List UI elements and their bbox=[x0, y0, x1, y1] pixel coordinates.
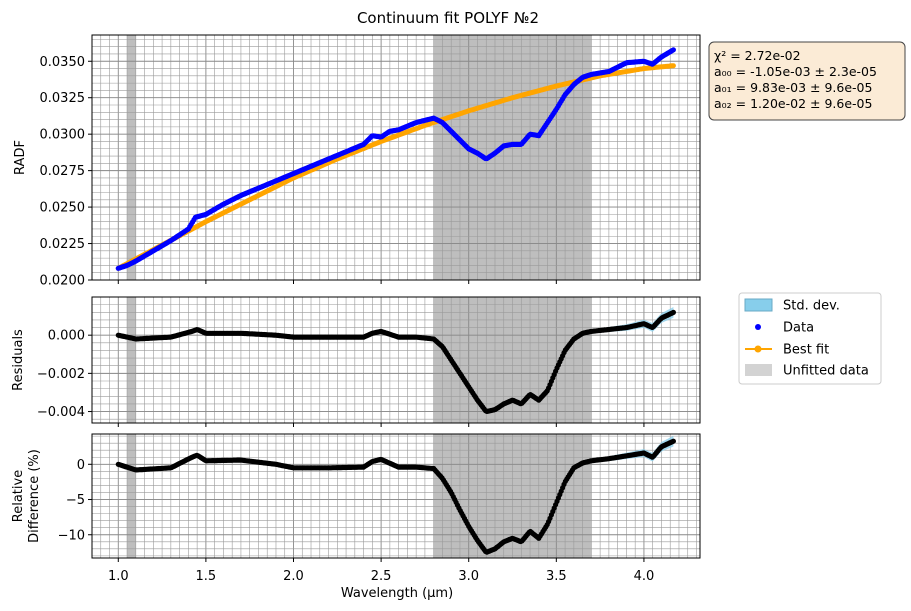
legend-label: Std. dev. bbox=[783, 299, 840, 314]
x-tick-label: 1.0 bbox=[108, 569, 129, 584]
data-point bbox=[670, 47, 677, 53]
x-tick-label: 1.5 bbox=[196, 569, 217, 584]
panel-radf: 0.0200 0.0225 0.0250 0.0275 0.0300 0.0325 0.03… bbox=[13, 34, 701, 289]
annotation-box bbox=[708, 41, 906, 121]
y-tick-label: 0.0325 bbox=[40, 91, 86, 106]
axes-frame bbox=[91, 433, 701, 559]
y-tick-label: −10 bbox=[58, 528, 85, 543]
legend-label: Best fit bbox=[783, 343, 829, 358]
x-tick-label: 3.0 bbox=[458, 569, 479, 584]
legend-label: Data bbox=[783, 321, 814, 336]
x-tick-label: 3.5 bbox=[546, 569, 567, 584]
x-tick-label: 2.5 bbox=[371, 569, 392, 584]
y-tick-label: 0.0200 bbox=[40, 274, 86, 289]
plot-area bbox=[92, 297, 700, 423]
y-axis-label: Residuals bbox=[11, 329, 26, 391]
y-tick-label: 0.0275 bbox=[40, 164, 86, 179]
annotation-line: a₀₁ = 9.83e-03 ± 9.6e-05 bbox=[714, 80, 872, 95]
legend-swatch-std bbox=[744, 298, 773, 312]
legend-label: Unfitted data bbox=[783, 364, 869, 379]
legend-box bbox=[738, 292, 882, 385]
data-series bbox=[115, 47, 677, 271]
x-axis-label: Wavelength (μm) bbox=[341, 586, 453, 601]
y-tick-label: 0.0350 bbox=[40, 55, 86, 70]
axes-frame bbox=[91, 34, 701, 281]
y-tick-label: −5 bbox=[66, 493, 85, 508]
panel-residuals: 0.000 −0.002 −0.004 Residuals bbox=[11, 296, 701, 427]
x-tick-labels: 1.0 1.5 2.0 2.5 3.0 3.5 4.0 bbox=[108, 569, 654, 584]
residual-point bbox=[670, 309, 677, 315]
x-tick-label: 4.0 bbox=[634, 569, 655, 584]
y-tick-label: −0.002 bbox=[37, 367, 85, 382]
residual-series bbox=[115, 438, 677, 555]
y-axis-label: Difference (%) bbox=[27, 449, 42, 543]
axes-frame bbox=[91, 296, 701, 424]
panels: 0.0200 0.0225 0.0250 0.0275 0.0300 0.0325 0.03… bbox=[11, 34, 701, 584]
y-tick-label: 0 bbox=[77, 458, 85, 473]
unfitted-region bbox=[127, 297, 136, 423]
unfitted-region bbox=[127, 434, 136, 558]
y-tick-label: 0.0300 bbox=[40, 128, 86, 143]
y-axis-label: Relative bbox=[11, 470, 26, 522]
residual-series bbox=[115, 309, 677, 414]
annotation-line: a₀₀ = -1.05e-03 ± 2.3e-05 bbox=[714, 64, 877, 79]
legend-swatch-fit-marker bbox=[754, 345, 762, 353]
y-tick-label: 0.0250 bbox=[40, 201, 86, 216]
annotation-line: χ² = 2.72e-02 bbox=[714, 48, 801, 63]
y-tick-label: −0.004 bbox=[37, 405, 85, 420]
panel-reldiff: 0 −5 −10 Relative Difference (%) bbox=[11, 433, 701, 562]
legend: Std. dev. Data Best fit Unfitted data bbox=[738, 292, 882, 385]
x-tick-label: 2.0 bbox=[283, 569, 304, 584]
legend-swatch-data bbox=[755, 324, 761, 330]
annotation-line: a₀₂ = 1.20e-02 ± 9.6e-05 bbox=[714, 96, 872, 111]
y-tick-label: 0.000 bbox=[48, 329, 85, 344]
unfitted-region bbox=[127, 35, 136, 280]
residual-point bbox=[670, 438, 677, 444]
y-tick-label: 0.0225 bbox=[40, 237, 86, 252]
y-axis-label: RADF bbox=[13, 140, 28, 175]
legend-swatch-unfitted bbox=[745, 364, 772, 376]
chart-title: Continuum fit POLYF №2 bbox=[357, 9, 539, 27]
